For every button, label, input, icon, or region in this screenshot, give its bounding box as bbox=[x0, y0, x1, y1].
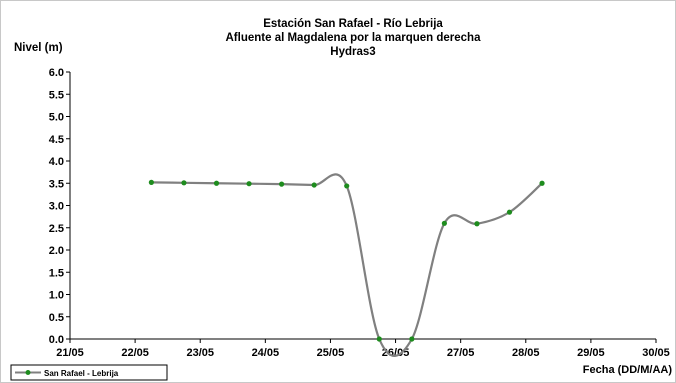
x-tick-label: 29/05 bbox=[577, 347, 605, 359]
chart-subtitle-line-2: Hydras3 bbox=[330, 46, 375, 58]
chart-subtitle-line-1: Afluente al Magdalena por la marquen der… bbox=[226, 32, 482, 44]
data-point bbox=[181, 180, 187, 186]
y-tick-label: 5.5 bbox=[49, 89, 64, 101]
data-point bbox=[539, 180, 545, 186]
data-point bbox=[409, 336, 415, 342]
x-axis-label: Fecha (DD/M/AA) bbox=[583, 364, 673, 376]
legend-marker-swatch bbox=[25, 370, 31, 375]
y-tick-label: 3.5 bbox=[49, 178, 64, 190]
y-tick-label: 4.0 bbox=[49, 156, 64, 168]
data-point bbox=[506, 209, 513, 215]
chart-title: Estación San Rafael - Río Lebrija bbox=[263, 18, 443, 30]
data-point bbox=[279, 181, 285, 187]
y-tick-labels: 0.0 0.5 1.0 1.5 2.0 2.5 3.0 3.5 4.0 4.5 5.0 5.5 6.0 bbox=[49, 67, 64, 346]
data-point bbox=[474, 221, 480, 227]
x-tick-label: 21/05 bbox=[56, 347, 84, 359]
x-tick-labels: 21/05 22/05 23/05 24/05 25/05 26/05 27/05 28/05… bbox=[56, 347, 670, 359]
y-tick-label: 0.0 bbox=[49, 334, 64, 346]
data-point bbox=[213, 180, 220, 186]
legend: San Rafael - Lebrija bbox=[10, 364, 168, 381]
x-tick-label: 30/05 bbox=[642, 347, 670, 359]
y-tick-label: 6.0 bbox=[49, 67, 64, 79]
data-point bbox=[376, 336, 382, 342]
y-tick-label: 5.0 bbox=[49, 112, 64, 124]
y-tick-label: 2.5 bbox=[49, 223, 64, 235]
y-tick-label: 1.0 bbox=[49, 290, 64, 302]
x-tick-label: 24/05 bbox=[252, 347, 280, 359]
data-point bbox=[148, 179, 154, 185]
y-axis-label: Nivel (m) bbox=[14, 42, 63, 54]
y-tick-label: 1.5 bbox=[49, 267, 64, 279]
series-line-san-rafael-lebrija bbox=[151, 173, 543, 357]
y-tick-label: 2.0 bbox=[49, 245, 64, 257]
legend-box bbox=[10, 364, 168, 381]
data-point bbox=[441, 220, 447, 226]
series-points bbox=[148, 179, 545, 342]
x-tick-label: 25/05 bbox=[317, 347, 345, 359]
y-tick-label: 0.5 bbox=[49, 312, 64, 324]
data-point bbox=[311, 182, 317, 188]
x-tick-label: 22/05 bbox=[121, 347, 149, 359]
axes bbox=[66, 71, 657, 343]
x-tick-label: 27/05 bbox=[447, 347, 475, 359]
x-tick-label: 28/05 bbox=[512, 347, 540, 359]
x-tick-label: 23/05 bbox=[186, 347, 214, 359]
data-point bbox=[246, 181, 252, 187]
y-tick-label: 4.5 bbox=[49, 134, 64, 146]
data-point bbox=[344, 183, 350, 189]
y-tick-label: 3.0 bbox=[49, 201, 64, 213]
legend-entry-label: San Rafael - Lebrija bbox=[44, 369, 119, 378]
x-tick-label: 26/05 bbox=[382, 347, 410, 359]
